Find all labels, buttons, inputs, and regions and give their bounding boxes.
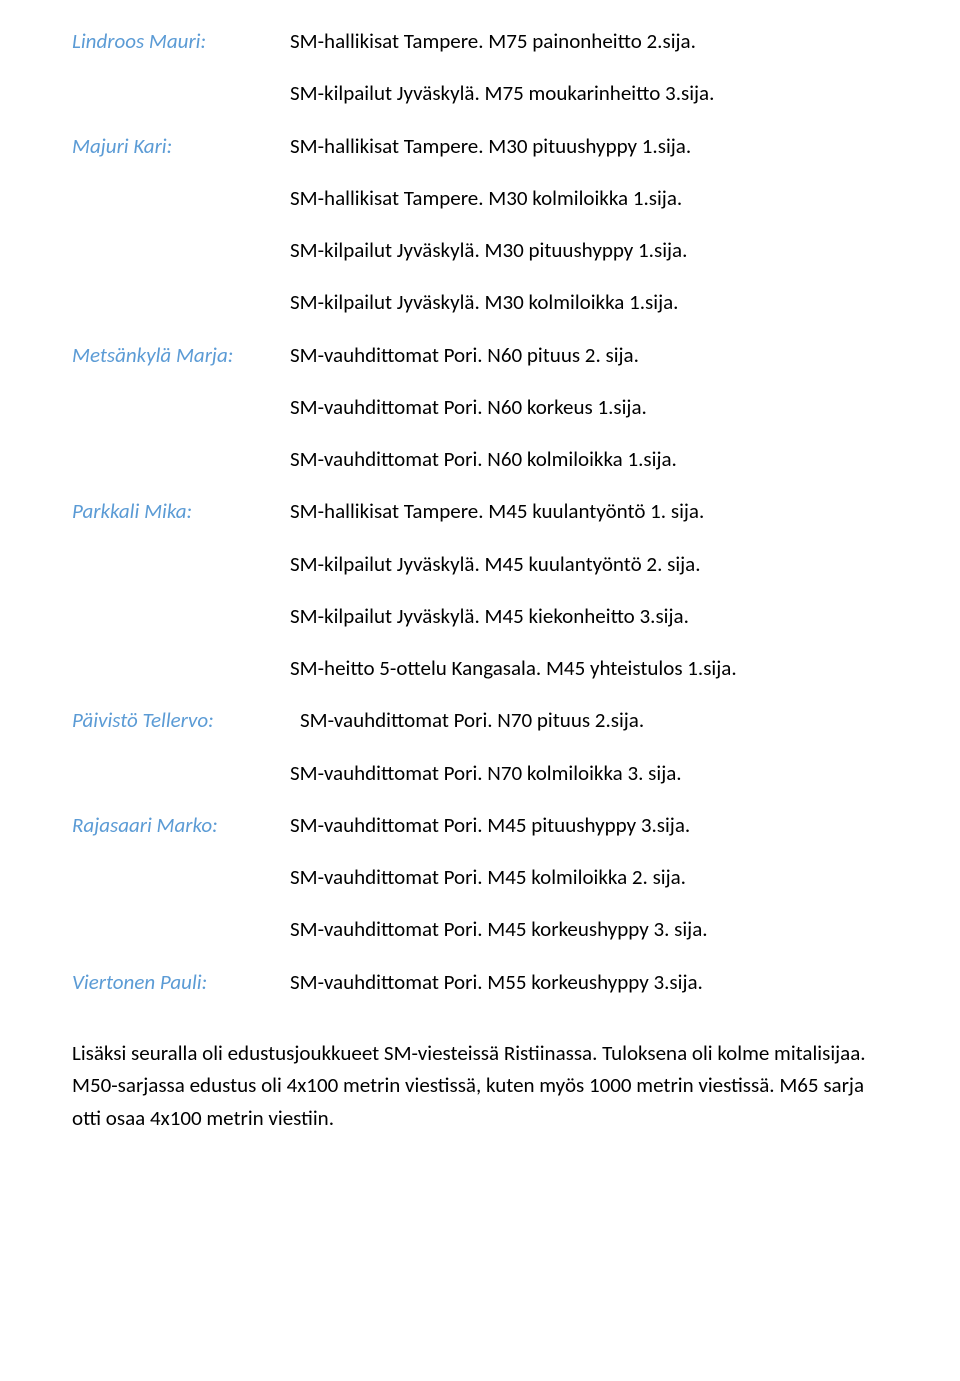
result-line: SM-kilpailut Jyväskylä. M45 kiekonheitto…: [290, 603, 888, 629]
result-line: SM-vauhdittomat Pori. N60 kolmiloikka 1.…: [290, 446, 888, 472]
result-line: SM-hallikisat Tampere. M75 painonheitto …: [290, 28, 888, 54]
athlete-entry: Majuri Kari: SM-hallikisat Tampere. M30 …: [72, 133, 888, 159]
athlete-name: Parkkali Mika:: [72, 498, 290, 524]
athlete-name: Viertonen Pauli:: [72, 969, 290, 995]
result-line: SM-heitto 5-ottelu Kangasala. M45 yhteis…: [290, 655, 888, 681]
athlete-entry: Lindroos Mauri: SM-hallikisat Tampere. M…: [72, 28, 888, 54]
result-line: SM-kilpailut Jyväskylä. M30 kolmiloikka …: [290, 289, 888, 315]
result-line: SM-vauhdittomat Pori. N70 kolmiloikka 3.…: [290, 760, 888, 786]
result-line: SM-vauhdittomat Pori. M45 pituushyppy 3.…: [290, 812, 888, 838]
athlete-name: Rajasaari Marko:: [72, 812, 290, 838]
result-line: SM-vauhdittomat Pori. N60 korkeus 1.sija…: [290, 394, 888, 420]
athlete-entry: Rajasaari Marko: SM-vauhdittomat Pori. M…: [72, 812, 888, 838]
result-line: SM-kilpailut Jyväskylä. M75 moukarinheit…: [290, 80, 888, 106]
athlete-name: Metsänkylä Marja:: [72, 342, 290, 368]
athlete-entry: Viertonen Pauli: SM-vauhdittomat Pori. M…: [72, 969, 888, 995]
result-line: SM-kilpailut Jyväskylä. M45 kuulantyöntö…: [290, 551, 888, 577]
athlete-name: Päivistö Tellervo:: [72, 707, 290, 733]
result-line: SM-hallikisat Tampere. M30 pituushyppy 1…: [290, 133, 888, 159]
result-line: SM-vauhdittomat Pori. M45 korkeushyppy 3…: [290, 916, 888, 942]
athlete-name: Majuri Kari:: [72, 133, 290, 159]
athlete-entry: Päivistö Tellervo: SM-vauhdittomat Pori.…: [72, 707, 888, 733]
result-line: SM-vauhdittomat Pori. N70 pituus 2.sija.: [290, 707, 888, 733]
result-line: SM-vauhdittomat Pori. M55 korkeushyppy 3…: [290, 969, 888, 995]
result-line: SM-hallikisat Tampere. M45 kuulantyöntö …: [290, 498, 888, 524]
result-line: SM-kilpailut Jyväskylä. M30 pituushyppy …: [290, 237, 888, 263]
athlete-entry: Metsänkylä Marja: SM-vauhdittomat Pori. …: [72, 342, 888, 368]
result-line: SM-vauhdittomat Pori. M45 kolmiloikka 2.…: [290, 864, 888, 890]
athlete-name: Lindroos Mauri:: [72, 28, 290, 54]
closing-paragraph: Lisäksi seuralla oli edustusjoukkueet SM…: [72, 1037, 888, 1135]
document-page: Lindroos Mauri: SM-hallikisat Tampere. M…: [0, 0, 960, 1381]
result-line: SM-hallikisat Tampere. M30 kolmiloikka 1…: [290, 185, 888, 211]
athlete-entry: Parkkali Mika: SM-hallikisat Tampere. M4…: [72, 498, 888, 524]
result-line: SM-vauhdittomat Pori. N60 pituus 2. sija…: [290, 342, 888, 368]
